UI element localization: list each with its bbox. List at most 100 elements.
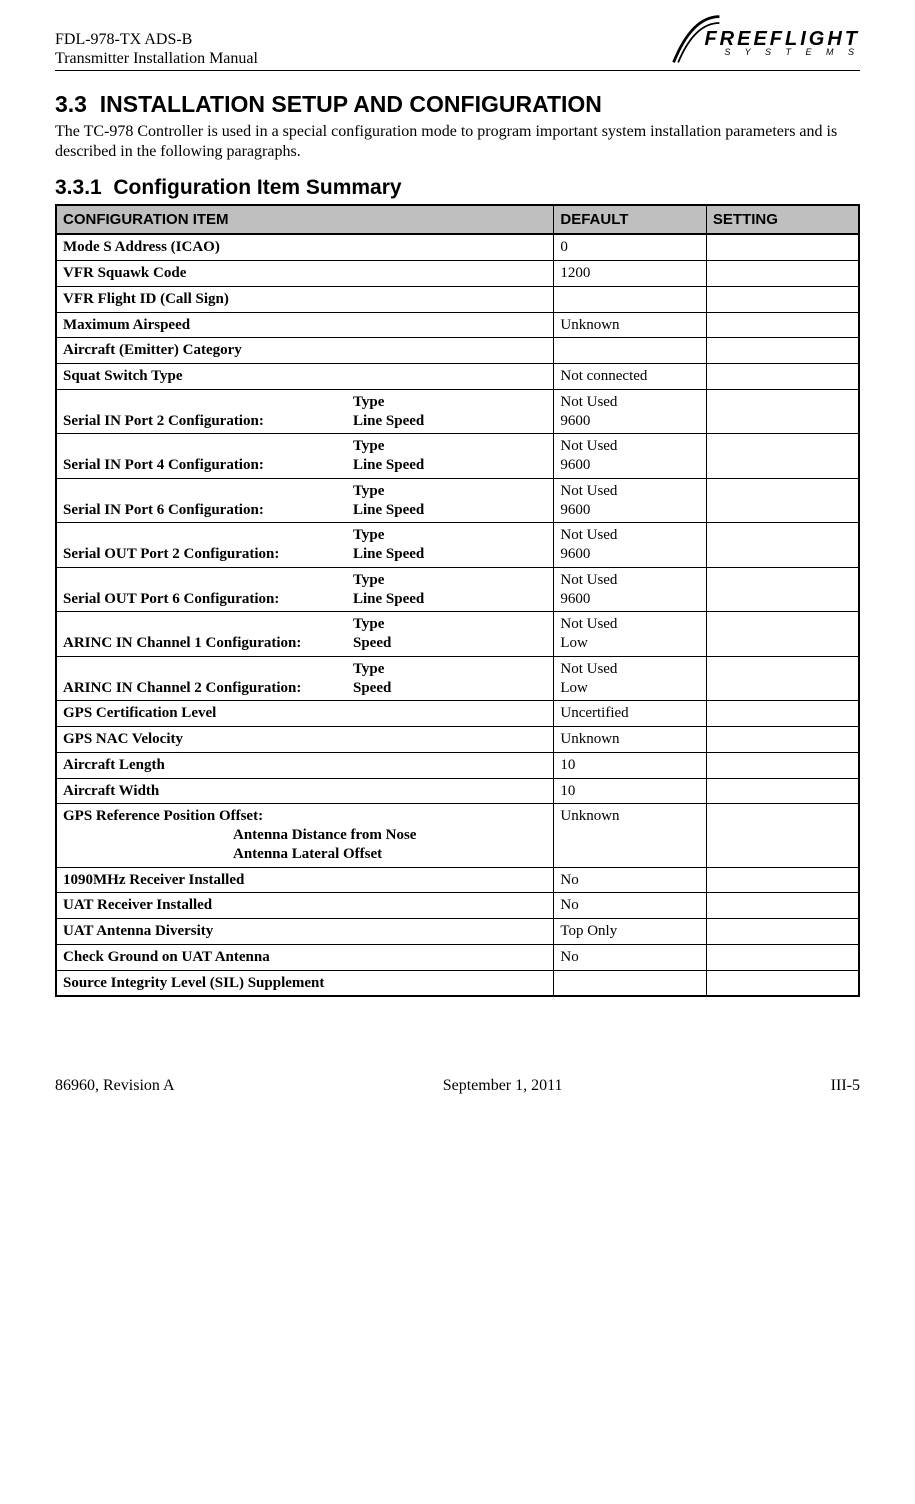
table-row: ARINC IN Channel 2 Configuration:TypeSpe…	[56, 656, 859, 701]
table-row: GPS Reference Position Offset:Antenna Di…	[56, 804, 859, 867]
cell-setting	[706, 234, 859, 260]
cell-setting	[706, 523, 859, 568]
table-row: Aircraft Width10	[56, 778, 859, 804]
cell-setting	[706, 893, 859, 919]
table-row: Serial IN Port 6 Configuration:TypeLine …	[56, 478, 859, 523]
table-row: Serial OUT Port 6 Configuration:TypeLine…	[56, 567, 859, 612]
table-row: Mode S Address (ICAO)0	[56, 234, 859, 260]
table-row: Serial IN Port 4 Configuration:TypeLine …	[56, 434, 859, 479]
header-line2: Transmitter Installation Manual	[55, 50, 258, 67]
page-footer: 86960, Revision A September 1, 2011 III-…	[55, 1077, 860, 1095]
cell-setting	[706, 312, 859, 338]
footer-right: III-5	[831, 1077, 860, 1095]
cell-setting	[706, 752, 859, 778]
table-row: GPS NAC VelocityUnknown	[56, 727, 859, 753]
cell-item: Aircraft Width	[56, 778, 554, 804]
cell-item: Source Integrity Level (SIL) Supplement	[56, 970, 554, 996]
cell-default: Not Used9600	[554, 389, 707, 434]
cell-default: Top Only	[554, 919, 707, 945]
cell-default: Not connected	[554, 364, 707, 390]
cell-default: Not Used9600	[554, 434, 707, 479]
section-title: INSTALLATION SETUP AND CONFIGURATION	[100, 91, 602, 117]
table-row: Serial OUT Port 2 Configuration:TypeLine…	[56, 523, 859, 568]
cell-setting	[706, 970, 859, 996]
cell-setting	[706, 389, 859, 434]
cell-setting	[706, 656, 859, 701]
table-row: Check Ground on UAT AntennaNo	[56, 944, 859, 970]
section-heading: 3.3 INSTALLATION SETUP AND CONFIGURATION	[55, 91, 860, 118]
cell-item: UAT Antenna Diversity	[56, 919, 554, 945]
cell-item: VFR Squawk Code	[56, 261, 554, 287]
cell-item: UAT Receiver Installed	[56, 893, 554, 919]
table-row: Aircraft Length10	[56, 752, 859, 778]
cell-item: GPS Reference Position Offset:Antenna Di…	[56, 804, 554, 867]
logo-sub: S Y S T E M S	[704, 48, 860, 56]
cell-item: Squat Switch Type	[56, 364, 554, 390]
cell-setting	[706, 286, 859, 312]
footer-left: 86960, Revision A	[55, 1077, 175, 1095]
cell-default: 10	[554, 778, 707, 804]
section-paragraph: The TC-978 Controller is used in a speci…	[55, 122, 860, 162]
cell-default: No	[554, 893, 707, 919]
cell-default: Not Used9600	[554, 478, 707, 523]
cell-item: Serial OUT Port 2 Configuration:TypeLine…	[56, 523, 554, 568]
cell-item: ARINC IN Channel 1 Configuration:TypeSpe…	[56, 612, 554, 657]
table-row: Aircraft (Emitter) Category	[56, 338, 859, 364]
cell-setting	[706, 567, 859, 612]
table-row: 1090MHz Receiver InstalledNo	[56, 867, 859, 893]
cell-item: Serial OUT Port 6 Configuration:TypeLine…	[56, 567, 554, 612]
table-row: Maximum AirspeedUnknown	[56, 312, 859, 338]
cell-default: Not Used9600	[554, 567, 707, 612]
table-header-row: CONFIGURATION ITEM DEFAULT SETTING	[56, 205, 859, 234]
cell-default: 1200	[554, 261, 707, 287]
cell-default: No	[554, 867, 707, 893]
cell-default: 10	[554, 752, 707, 778]
cell-item: Maximum Airspeed	[56, 312, 554, 338]
table-row: UAT Antenna DiversityTop Only	[56, 919, 859, 945]
cell-item: Serial IN Port 4 Configuration:TypeLine …	[56, 434, 554, 479]
cell-setting	[706, 434, 859, 479]
cell-default: Not Used9600	[554, 523, 707, 568]
cell-item: ARINC IN Channel 2 Configuration:TypeSpe…	[56, 656, 554, 701]
th-setting: SETTING	[706, 205, 859, 234]
cell-default: Unknown	[554, 312, 707, 338]
cell-default: Unknown	[554, 727, 707, 753]
table-row: UAT Receiver InstalledNo	[56, 893, 859, 919]
cell-setting	[706, 867, 859, 893]
table-row: Squat Switch TypeNot connected	[56, 364, 859, 390]
cell-setting	[706, 478, 859, 523]
cell-item: Mode S Address (ICAO)	[56, 234, 554, 260]
configuration-table: CONFIGURATION ITEM DEFAULT SETTING Mode …	[55, 204, 860, 997]
freeflight-swoosh-icon	[669, 12, 724, 67]
cell-default: No	[554, 944, 707, 970]
cell-setting	[706, 364, 859, 390]
cell-setting	[706, 701, 859, 727]
cell-setting	[706, 261, 859, 287]
header-line1: FDL-978-TX ADS-B	[55, 31, 192, 48]
cell-default: Not UsedLow	[554, 656, 707, 701]
th-default: DEFAULT	[554, 205, 707, 234]
logo: FREEFLIGHT S Y S T E M S	[674, 30, 860, 56]
cell-setting	[706, 727, 859, 753]
cell-default	[554, 970, 707, 996]
cell-default: Not UsedLow	[554, 612, 707, 657]
header-title: FDL-978-TX ADS-B Transmitter Installatio…	[55, 30, 258, 68]
cell-setting	[706, 804, 859, 867]
cell-item: GPS NAC Velocity	[56, 727, 554, 753]
cell-default: 0	[554, 234, 707, 260]
table-row: GPS Certification LevelUncertified	[56, 701, 859, 727]
page-header: FDL-978-TX ADS-B Transmitter Installatio…	[55, 30, 860, 71]
cell-default: Unknown	[554, 804, 707, 867]
cell-item: Serial IN Port 6 Configuration:TypeLine …	[56, 478, 554, 523]
subsection-number: 3.3.1	[55, 176, 102, 199]
cell-item: 1090MHz Receiver Installed	[56, 867, 554, 893]
table-row: ARINC IN Channel 1 Configuration:TypeSpe…	[56, 612, 859, 657]
cell-setting	[706, 612, 859, 657]
cell-item: VFR Flight ID (Call Sign)	[56, 286, 554, 312]
subsection-title: Configuration Item Summary	[113, 176, 401, 199]
table-row: VFR Squawk Code1200	[56, 261, 859, 287]
cell-setting	[706, 338, 859, 364]
cell-item: Check Ground on UAT Antenna	[56, 944, 554, 970]
cell-setting	[706, 778, 859, 804]
cell-item: Aircraft Length	[56, 752, 554, 778]
